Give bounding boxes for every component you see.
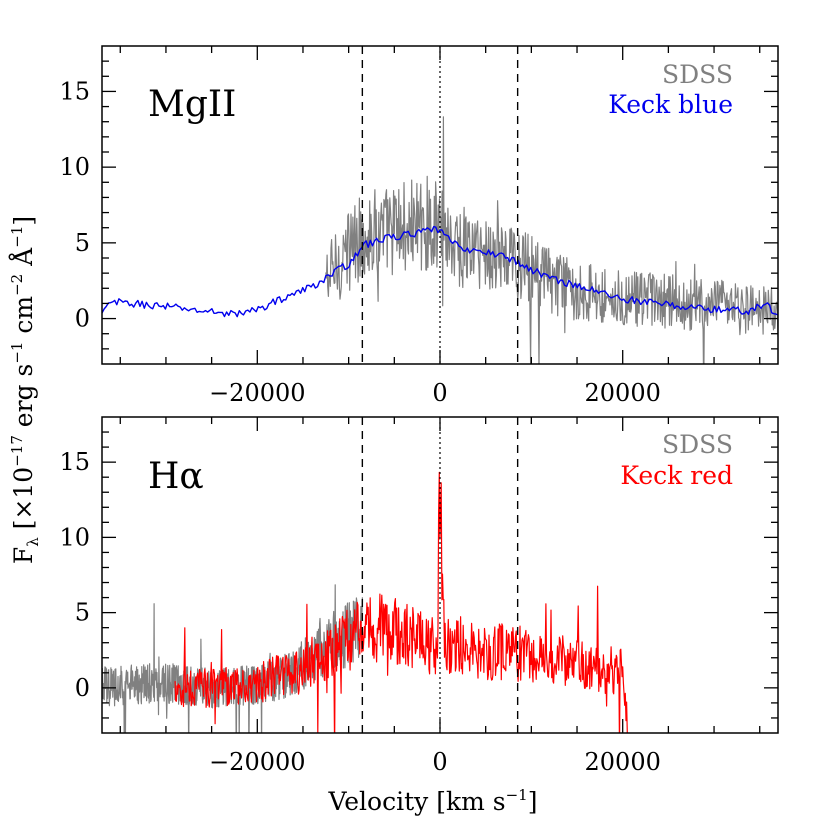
mgii-panel-label: MgII (148, 84, 236, 125)
mgii-x-tick-label: 20000 (585, 379, 661, 407)
halpha-x-tick-label: 20000 (585, 748, 661, 776)
halpha-legend-sdss: SDSS (662, 430, 733, 459)
mgii-y-tick-label: 0 (75, 305, 90, 333)
mgii-legend-sdss: SDSS (662, 60, 733, 89)
halpha-y-tick-label: 10 (59, 523, 90, 551)
mgii-series-group (102, 116, 778, 364)
halpha-y-tick-label: 5 (75, 599, 90, 627)
mgii-series-keck-blue (102, 225, 778, 318)
halpha-series-keck-red (174, 471, 628, 733)
halpha-vlines (361, 417, 519, 733)
halpha-x-tick-label: 0 (432, 748, 447, 776)
halpha-legend-keck-red: Keck red (620, 461, 733, 490)
mgii-panel: −20000 0 20000 0 5 10 15 MgII SDSS Keck blue (59, 45, 779, 407)
mgii-legend-keck-blue: Keck blue (608, 90, 733, 119)
mgii-ticks: −20000 0 20000 0 5 10 15 (59, 46, 778, 407)
y-axis-title: Fλ [×10−17 erg s−1 cm−2 Å−1] (8, 216, 42, 564)
mgii-y-tick-label: 10 (59, 153, 90, 181)
mgii-x-tick-label: −20000 (209, 379, 305, 407)
halpha-y-tick-label: 0 (75, 674, 90, 702)
mgii-vlines (361, 46, 519, 364)
mgii-x-tick-label: 0 (432, 379, 447, 407)
halpha-x-tick-label: −20000 (209, 748, 305, 776)
halpha-series-group (102, 471, 628, 733)
halpha-y-tick-label: 15 (59, 448, 90, 476)
mgii-y-tick-label: 15 (59, 77, 90, 105)
halpha-panel: −20000 0 20000 0 5 10 15 Hα SDSS Keck red (59, 416, 779, 776)
halpha-panel-label: Hα (148, 456, 204, 497)
mgii-y-tick-label: 5 (75, 229, 90, 257)
halpha-ticks: −20000 0 20000 0 5 10 15 (59, 417, 778, 776)
mgii-series-sdss (325, 116, 778, 364)
x-axis-title: Velocity [km s−1] (328, 786, 538, 816)
